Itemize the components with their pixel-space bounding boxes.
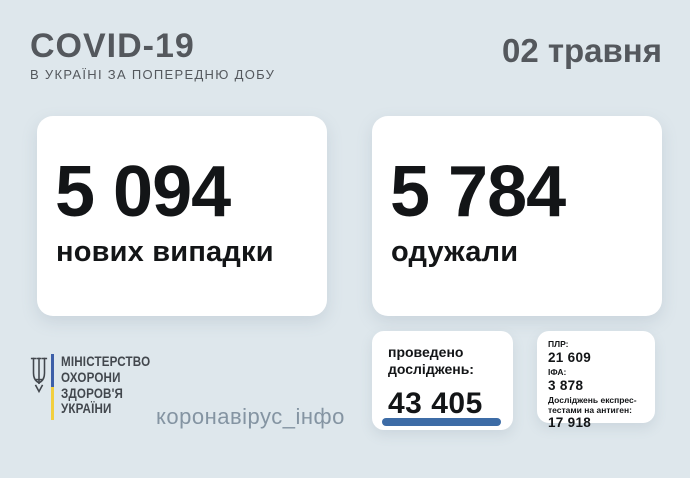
breakdown-value: 3 878 — [548, 377, 584, 393]
breakdown-item-antigen: Досліджень експрес-тестами на антиген: 1… — [548, 395, 647, 431]
breakdown-item-plr: ПЛР: 21 609 — [548, 339, 647, 365]
tests-total-value: 43 405 — [388, 387, 483, 420]
tests-label-line1: проведено — [388, 344, 464, 360]
breakdown-label: ІФА: — [548, 367, 567, 377]
new-cases-label: нових випадки — [56, 236, 274, 268]
trident-icon — [30, 357, 48, 394]
recovered-label: одужали — [391, 236, 519, 268]
page-title: COVID-19 — [30, 27, 195, 65]
breakdown-label: ПЛР: — [548, 339, 569, 349]
accent-underline — [382, 418, 501, 426]
flag-yellow-segment — [51, 387, 54, 420]
breakdown-label: Досліджень експрес-тестами на антиген: — [548, 395, 637, 415]
tests-breakdown-card: ПЛР: 21 609 ІФА: 3 878 Досліджень експре… — [537, 331, 655, 430]
tests-label-line2: досліджень: — [388, 360, 474, 377]
ministry-name-line: УКРАЇНИ — [61, 401, 112, 417]
flag-blue-segment — [51, 354, 54, 387]
page-subtitle: В УКРАЇНІ ЗА ПОПЕРЕДНЮ ДОБУ — [30, 67, 276, 82]
header: COVID-19 В УКРАЇНІ ЗА ПОПЕРЕДНЮ ДОБУ — [30, 28, 275, 82]
recovered-value: 5 784 — [390, 152, 566, 232]
ministry-name-line: ОХОРОНИ — [61, 369, 121, 385]
breakdown-item-ifa: ІФА: 3 878 — [548, 367, 647, 393]
new-cases-card: 5 094 нових випадки — [37, 116, 327, 316]
breakdown-value: 17 918 — [548, 415, 592, 430]
recovered-card: 5 784 одужали — [372, 116, 662, 316]
ukraine-flag-bar — [51, 354, 54, 420]
report-date: 02 травня — [501, 32, 662, 69]
new-cases-value: 5 094 — [55, 152, 231, 232]
ministry-name: МІНІСТЕРСТВО ОХОРОНИ ЗДОРОВ'Я УКРАЇНИ — [61, 354, 150, 417]
ministry-name-line: МІНІСТЕРСТВО — [61, 354, 151, 369]
breakdown-value: 21 609 — [548, 349, 592, 365]
ministry-name-line: ЗДОРОВ'Я — [61, 385, 124, 401]
tests-label: проведено досліджень: — [388, 344, 513, 377]
tests-card: проведено досліджень: 43 405 — [372, 331, 513, 430]
channel-name: коронавірус_інфо — [156, 404, 345, 429]
